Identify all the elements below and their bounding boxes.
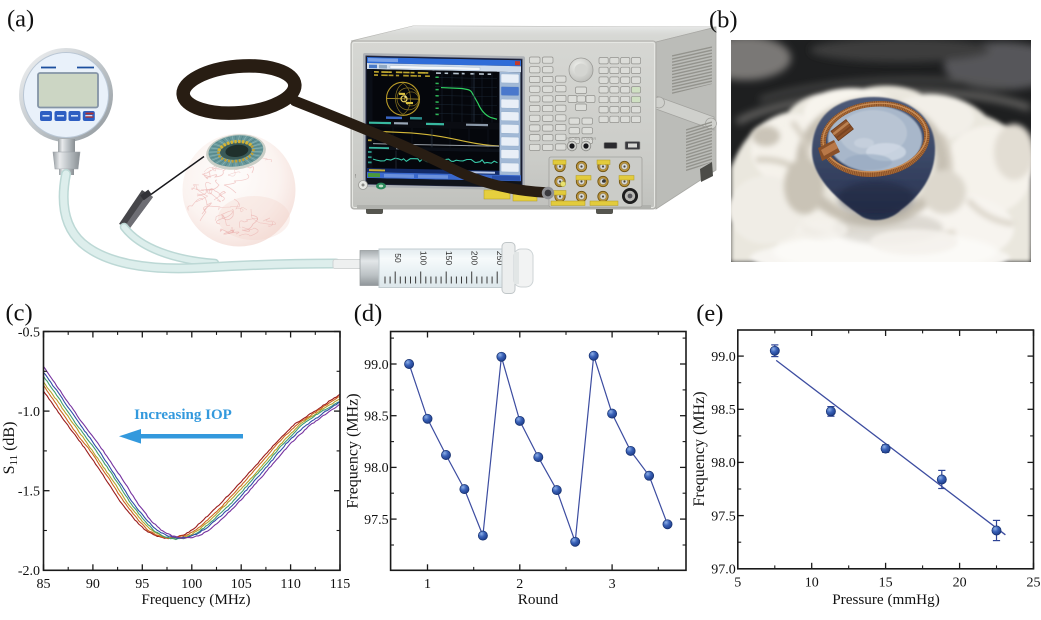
svg-text:100: 100 bbox=[181, 577, 202, 592]
svg-text:98.5: 98.5 bbox=[711, 403, 736, 418]
svg-text:250: 250 bbox=[495, 251, 505, 265]
svg-text:90: 90 bbox=[86, 577, 100, 592]
svg-text:98.0: 98.0 bbox=[711, 456, 736, 471]
svg-text:95: 95 bbox=[135, 577, 149, 592]
svg-text:97.5: 97.5 bbox=[364, 513, 389, 528]
svg-text:20: 20 bbox=[953, 576, 967, 591]
svg-text:1: 1 bbox=[424, 577, 431, 592]
svg-text:(e): (e) bbox=[696, 300, 723, 327]
svg-text:99.0: 99.0 bbox=[364, 358, 389, 373]
svg-text:99.0: 99.0 bbox=[711, 350, 736, 365]
svg-text:S11 (dB): S11 (dB) bbox=[1, 422, 20, 475]
svg-text:100: 100 bbox=[419, 251, 429, 265]
svg-text:PROBE POWER: PROBE POWER bbox=[566, 136, 596, 141]
svg-text:Frequency (MHz): Frequency (MHz) bbox=[691, 391, 708, 506]
svg-text:98.5: 98.5 bbox=[364, 410, 389, 425]
svg-text:(a): (a) bbox=[7, 5, 34, 32]
svg-text:5: 5 bbox=[734, 576, 741, 591]
svg-text:15: 15 bbox=[879, 576, 893, 591]
svg-text:-2.0: -2.0 bbox=[18, 564, 40, 579]
svg-text:110: 110 bbox=[280, 577, 300, 592]
svg-text:(c): (c) bbox=[6, 300, 33, 327]
svg-text:Round: Round bbox=[518, 591, 559, 608]
svg-text:2: 2 bbox=[516, 577, 523, 592]
svg-text:97.5: 97.5 bbox=[711, 509, 736, 524]
svg-text:-0.5: -0.5 bbox=[18, 325, 40, 340]
svg-text:-1.0: -1.0 bbox=[18, 405, 40, 420]
svg-text:25: 25 bbox=[1027, 576, 1041, 591]
svg-text:Increasing IOP: Increasing IOP bbox=[134, 407, 232, 423]
svg-text:115: 115 bbox=[330, 577, 350, 592]
svg-text:!: ! bbox=[355, 174, 356, 180]
svg-text:200: 200 bbox=[470, 251, 480, 265]
svg-text:Pressure (mmHg): Pressure (mmHg) bbox=[832, 591, 940, 608]
svg-text:105: 105 bbox=[231, 577, 252, 592]
svg-text:85: 85 bbox=[37, 577, 51, 592]
svg-text:150: 150 bbox=[444, 251, 454, 265]
svg-text:Frequency (MHz): Frequency (MHz) bbox=[345, 393, 362, 508]
svg-text:Frequency (MHz): Frequency (MHz) bbox=[141, 591, 250, 608]
svg-text:(d): (d) bbox=[354, 300, 383, 327]
svg-text:-1.5: -1.5 bbox=[18, 485, 40, 500]
svg-text:97.0: 97.0 bbox=[711, 563, 736, 578]
svg-text:98.0: 98.0 bbox=[364, 461, 389, 476]
svg-text:3: 3 bbox=[609, 577, 616, 592]
svg-text:10: 10 bbox=[805, 576, 819, 591]
svg-text:50: 50 bbox=[393, 253, 403, 263]
svg-text:(b): (b) bbox=[709, 6, 738, 33]
